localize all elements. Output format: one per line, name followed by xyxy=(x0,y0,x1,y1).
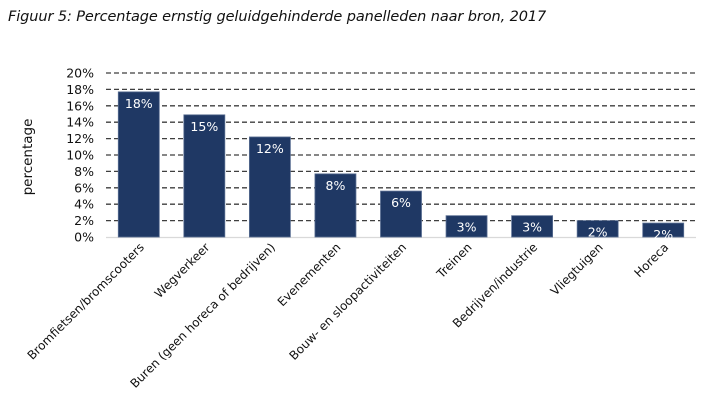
bar xyxy=(445,215,488,238)
bar xyxy=(576,220,619,238)
x-category-label: Bromfietsen/bromscooters xyxy=(25,240,147,362)
bar xyxy=(183,114,226,238)
bar xyxy=(248,136,291,238)
bar-data-label: 8% xyxy=(326,178,346,193)
bar-data-label: 3% xyxy=(457,220,477,235)
y-tick-label: 4% xyxy=(74,197,94,212)
bar xyxy=(380,190,422,238)
y-axis-ticks: 0% 2%4% 6%8%10% 12%14% 16%18%20% xyxy=(66,66,94,245)
bar xyxy=(511,215,554,238)
bars xyxy=(117,91,685,238)
bar xyxy=(314,173,357,238)
x-category-label: Treinen xyxy=(433,240,474,281)
y-axis-label: percentage xyxy=(20,119,36,196)
bar-data-label: 3% xyxy=(522,220,542,235)
y-tick-label: 20% xyxy=(66,66,94,81)
bar-data-label: 6% xyxy=(391,195,411,210)
y-tick-label: 18% xyxy=(66,82,94,97)
bar-data-label: 2% xyxy=(588,225,608,240)
y-tick-label: 14% xyxy=(66,115,94,130)
y-tick-label: 12% xyxy=(66,131,94,146)
bar-data-labels: 18% 15% 12% 8% 6% 3% 3% 2% 2% xyxy=(125,96,673,242)
y-tick-label: 10% xyxy=(66,148,94,163)
y-tick-label: 6% xyxy=(74,180,94,195)
bar-data-label: 18% xyxy=(125,96,153,111)
x-category-label: Bouw- en sloopactiviteiten xyxy=(287,240,410,363)
x-category-label: Evenementen xyxy=(275,240,344,309)
x-axis-category-labels: Bromfietsen/bromscooters WegverkeerBuren … xyxy=(25,240,672,391)
y-tick-label: 0% xyxy=(74,230,94,245)
bar xyxy=(642,222,685,238)
y-tick-label: 16% xyxy=(66,98,94,113)
y-tick-label: 2% xyxy=(74,213,94,228)
x-category-label: Wegverkeer xyxy=(152,240,213,301)
bar-data-label: 2% xyxy=(653,227,673,242)
bar-data-label: 12% xyxy=(256,141,284,156)
y-tick-label: 8% xyxy=(74,164,94,179)
x-category-label: Vliegtuigen xyxy=(548,240,606,298)
x-category-label: Horeca xyxy=(631,240,671,280)
chart-title: Figuur 5: Percentage ernstig geluidgehin… xyxy=(8,9,547,25)
x-category-label: Buren (geen horeca of bedrijven) xyxy=(127,240,278,391)
bar-data-label: 15% xyxy=(190,119,218,134)
bar xyxy=(117,91,160,238)
